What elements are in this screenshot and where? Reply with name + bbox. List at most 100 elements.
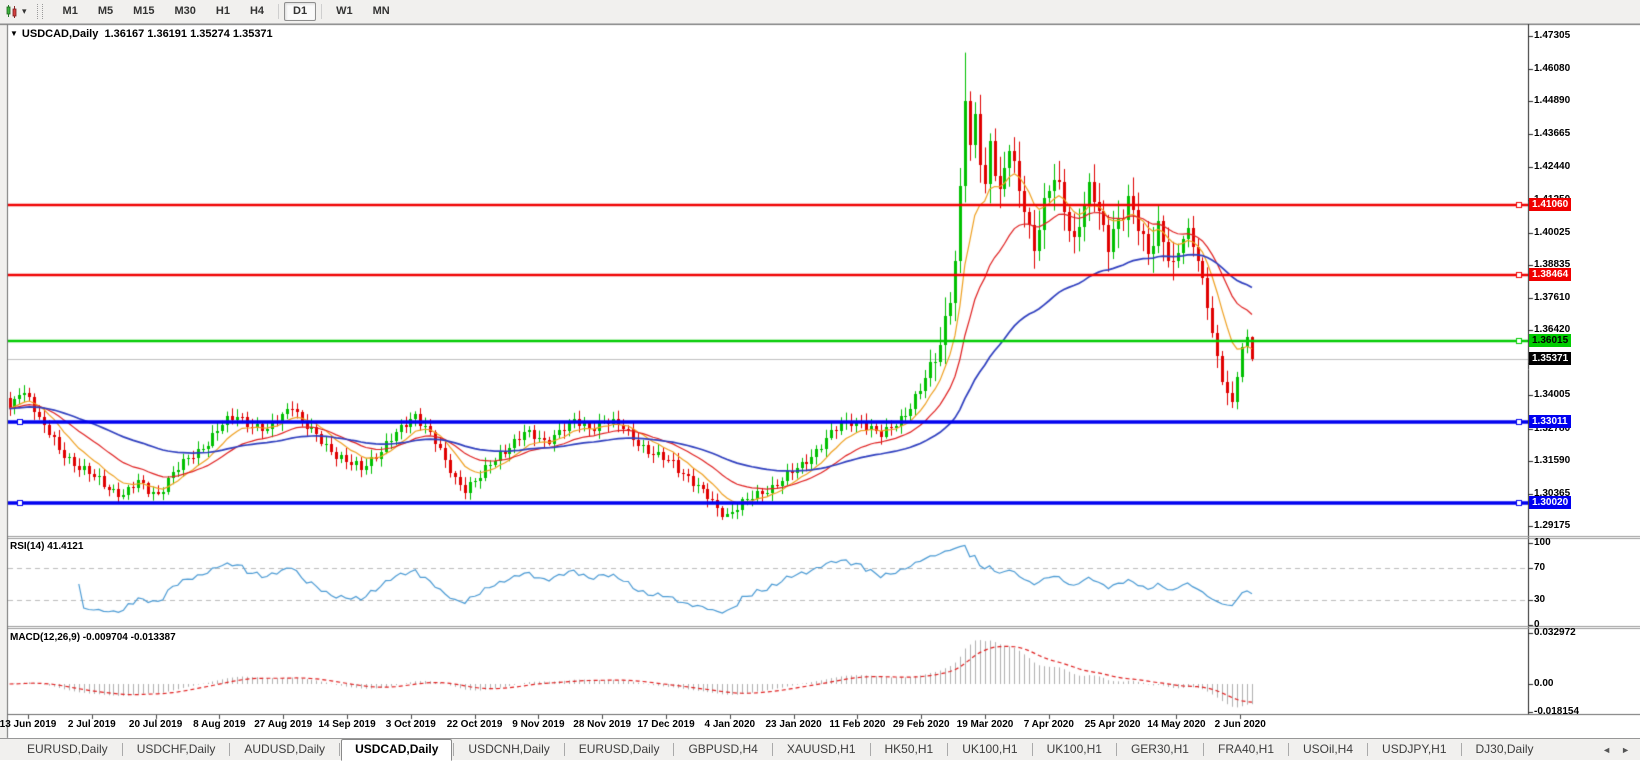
timeframe-button-W1[interactable]: W1 <box>336 5 353 17</box>
price-axis-tick: 1.31590 <box>1534 454 1571 466</box>
tab-separator <box>1031 743 1033 756</box>
chart-tab-FRA40-H1[interactable]: FRA40,H1 <box>1217 742 1275 756</box>
tab-separator <box>121 743 123 756</box>
macd-axis-tick: 0.00 <box>1534 678 1554 689</box>
price-level-label: 1.33011 <box>1529 415 1571 429</box>
date-axis-tick: 14 Sep 2019 <box>318 719 376 730</box>
chevron-down-icon[interactable]: ▾ <box>22 6 27 16</box>
ohlc-values: 1.36167 1.36191 1.35274 1.35371 <box>104 28 273 40</box>
rsi-axis-tick: 30 <box>1534 594 1546 606</box>
tab-separator <box>1460 743 1462 756</box>
timeframe-button-M1[interactable]: M1 <box>62 5 78 17</box>
chart-tab-AUDUSD-Daily[interactable]: AUDUSD,Daily <box>244 742 326 756</box>
rsi-indicator-label: RSI(14) 41.4121 <box>10 541 84 552</box>
symbol-dropdown-icon[interactable]: ▼ <box>10 29 18 38</box>
price-axis-tick: 1.42440 <box>1534 161 1571 173</box>
price-level-label: 1.38464 <box>1529 267 1572 281</box>
price-axis-tick: 1.36420 <box>1534 324 1571 336</box>
date-axis-tick: 2 Jul 2019 <box>67 719 116 730</box>
toolbar-separator <box>278 4 280 19</box>
date-axis-tick: 22 Oct 2019 <box>446 719 503 730</box>
date-axis-tick: 13 Jun 2019 <box>0 719 57 730</box>
price-axis-tick: 1.30365 <box>1534 487 1571 499</box>
date-axis-tick: 2 Jun 2020 <box>1214 719 1266 730</box>
price-axis-tick: 1.38835 <box>1534 258 1571 270</box>
tab-separator <box>1115 743 1117 756</box>
symbol-period-label: USDCAD,Daily <box>21 28 99 40</box>
rsi-axis-tick: 100 <box>1534 537 1551 548</box>
chart-tab-UK100-H1[interactable]: UK100,H1 <box>1046 742 1102 756</box>
current-price-label: 1.35371 <box>1529 351 1572 365</box>
date-axis-tick: 3 Oct 2019 <box>385 719 436 730</box>
timeframe-button-M30[interactable]: M30 <box>174 5 196 17</box>
price-axis-tick: 1.34005 <box>1534 389 1571 401</box>
date-axis-tick: 8 Aug 2019 <box>193 719 246 730</box>
tab-separator <box>339 743 341 756</box>
date-axis-tick: 20 Jul 2019 <box>128 719 183 730</box>
top-toolbar: ▾ M1 M5 M15 M30 H1 H4 D1 W1 MN <box>0 0 1640 24</box>
timeframe-button-M15[interactable]: M15 <box>133 5 155 17</box>
timeframe-toolbar: M1 M5 M15 M30 H1 H4 D1 W1 MN <box>53 2 400 21</box>
date-axis-tick: 23 Jan 2020 <box>765 719 822 730</box>
price-level-label: 1.30020 <box>1529 496 1572 510</box>
chart-type-icon[interactable] <box>4 4 20 19</box>
timeframe-button-MN[interactable]: MN <box>372 5 390 17</box>
date-axis-tick: 14 May 2020 <box>1147 719 1206 730</box>
chart-tab-USDCNH-Daily[interactable]: USDCNH,Daily <box>468 742 550 756</box>
tab-separator <box>947 743 949 756</box>
tab-separator <box>229 743 231 756</box>
date-axis-tick: 19 Mar 2020 <box>956 719 1014 730</box>
chart-tab-GER30-H1[interactable]: GER30,H1 <box>1130 742 1189 756</box>
chart-tab-USDJPY-H1[interactable]: USDJPY,H1 <box>1382 742 1447 756</box>
chart-tab-HK50-H1[interactable]: HK50,H1 <box>884 742 934 756</box>
macd-axis-tick: -0.018154 <box>1534 706 1580 718</box>
toolbar-grip <box>36 4 43 19</box>
date-axis-tick: 25 Apr 2020 <box>1084 719 1141 730</box>
rsi-axis-tick: 70 <box>1534 561 1546 573</box>
price-axis-tick: 1.43665 <box>1534 128 1571 140</box>
tab-separator <box>1202 743 1204 756</box>
macd-axis-tick: 0.032972 <box>1534 627 1576 639</box>
chart-window-title: ▼ USDCAD,Daily 1.36167 1.36191 1.35274 1.… <box>10 28 273 40</box>
date-axis-tick: 17 Dec 2019 <box>637 719 695 730</box>
timeframe-button-D1[interactable]: D1 <box>284 2 317 21</box>
tab-separator <box>673 743 675 756</box>
chart-tab-GBPUSD-H4[interactable]: GBPUSD,H4 <box>688 742 758 756</box>
chart-tabs-bar: EURUSD,Daily USDCHF,Daily AUDUSD,Daily USDC… <box>0 738 1640 761</box>
chart-tab-USOil-H4[interactable]: USOil,H4 <box>1303 742 1354 756</box>
rsi-axis-tick: 0 <box>1534 619 1540 630</box>
chart-tab-USDCHF-Daily[interactable]: USDCHF,Daily <box>136 742 216 756</box>
timeframe-button-H1[interactable]: H1 <box>215 5 230 17</box>
price-axis-tick: 1.37610 <box>1534 292 1571 304</box>
chart-tab-EURUSD-Daily[interactable]: EURUSD,Daily <box>578 742 660 756</box>
tab-scroll-left-icon[interactable]: ◄ <box>1602 745 1612 755</box>
date-axis-tick: 4 Jan 2020 <box>704 719 756 730</box>
price-axis-tick: 1.47305 <box>1534 30 1571 41</box>
price-axis-tick: 1.40025 <box>1534 226 1571 238</box>
chart-tab-USDCAD-Daily[interactable]: USDCAD,Daily <box>341 739 453 761</box>
tab-separator <box>1288 743 1290 756</box>
tab-separator <box>771 743 773 756</box>
price-level-label: 1.36015 <box>1529 334 1572 348</box>
candlestick-chart-glyph <box>6 5 17 18</box>
price-axis-tick: 1.44890 <box>1534 95 1571 107</box>
tab-scroll-right-icon[interactable]: ► <box>1621 745 1630 755</box>
price-axis-tick: 1.29175 <box>1534 520 1571 531</box>
chart-tab-UK100-H1[interactable]: UK100,H1 <box>962 742 1018 756</box>
tab-scroll-arrows: ◄ ► <box>1602 744 1630 756</box>
chart-tab-XAUUSD-H1[interactable]: XAUUSD,H1 <box>786 742 856 756</box>
chart-tab-DJ30-Daily[interactable]: DJ30,Daily <box>1475 742 1534 756</box>
tab-separator <box>1367 743 1369 756</box>
date-axis-tick: 29 Feb 2020 <box>892 719 950 730</box>
price-axis-tick: 1.46080 <box>1534 63 1571 75</box>
tab-separator <box>453 743 455 756</box>
timeframe-button-H4[interactable]: H4 <box>249 5 265 17</box>
date-axis-tick: 9 Nov 2019 <box>512 719 565 730</box>
date-axis-tick: 7 Apr 2020 <box>1023 719 1074 730</box>
date-axis-tick: 28 Nov 2019 <box>573 719 632 730</box>
tab-separator <box>563 743 565 756</box>
tab-separator <box>869 743 871 756</box>
chart-tab-EURUSD-Daily[interactable]: EURUSD,Daily <box>27 742 108 756</box>
timeframe-button-M5[interactable]: M5 <box>97 5 114 17</box>
